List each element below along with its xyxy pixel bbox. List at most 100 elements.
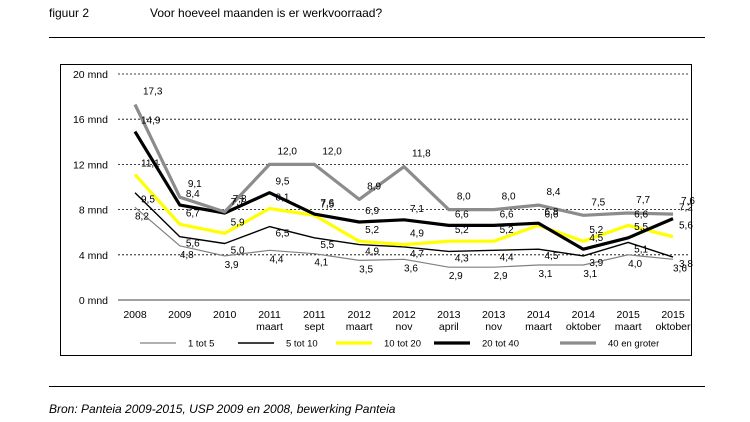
data-label: 8,2 (135, 211, 149, 222)
data-label: 3,1 (583, 269, 597, 280)
data-label: 5,2 (500, 225, 514, 236)
y-tick-label: 12 mnd (73, 159, 108, 171)
data-label: 7,5 (591, 197, 605, 208)
data-label: 3,9 (589, 258, 603, 269)
data-label: 5,5 (634, 222, 648, 233)
data-label: 9,1 (188, 179, 202, 190)
data-label: 5,2 (455, 225, 469, 236)
y-tick-label: 0 mnd (79, 295, 108, 307)
data-label: 8,9 (367, 181, 381, 192)
x-tick-label-sub: nov (485, 321, 503, 333)
data-label: 6,6 (455, 209, 469, 220)
data-label: 6,6 (634, 209, 648, 220)
series-line-1 (134, 206, 674, 268)
data-label: 3,1 (539, 269, 553, 280)
y-tick-label: 20 mnd (73, 69, 108, 81)
x-tick-label-sub: oktober (655, 321, 691, 333)
data-label: 8,4 (186, 189, 200, 200)
data-label: 8,1 (276, 192, 290, 203)
data-label: 4,5 (589, 233, 603, 244)
y-tick-label: 8 mnd (79, 205, 108, 217)
legend-label: 5 tot 10 (286, 339, 318, 350)
data-label: 7,8 (233, 194, 247, 205)
data-label: 5,9 (231, 217, 245, 228)
data-label: 7,5 (320, 199, 334, 210)
data-label: 4,0 (628, 259, 642, 270)
legend-label: 20 tot 40 (482, 339, 519, 350)
data-label: 3,8 (679, 259, 693, 270)
x-tick-label-sub: maart (615, 321, 642, 333)
data-label: 7,1 (410, 204, 424, 215)
data-label: 8,0 (502, 192, 516, 203)
data-label: 4,1 (314, 258, 328, 269)
data-label: 4,9 (410, 229, 424, 240)
data-label: 6,6 (545, 209, 559, 220)
data-label: 7,6 (681, 196, 695, 207)
data-label: 11,8 (412, 149, 431, 160)
data-label: 12,0 (278, 146, 298, 157)
data-label: 3,6 (673, 263, 687, 274)
data-label: 7,7 (636, 195, 650, 206)
x-tick-label: 2011 (258, 309, 281, 321)
x-tick-label-sub: maart (525, 321, 552, 333)
x-tick-label-sub: sept (304, 321, 324, 333)
x-tick-label: 2009 (168, 309, 192, 321)
data-label: 4,3 (455, 253, 469, 264)
data-label: 5,6 (186, 239, 200, 250)
bottom-rule (49, 386, 705, 387)
data-label: 3,6 (404, 263, 418, 274)
x-tick-label-sub: maart (346, 321, 373, 333)
top-rule (49, 37, 705, 38)
data-label: 3,9 (225, 260, 239, 271)
x-tick-label-sub: maart (256, 321, 283, 333)
x-tick-label-sub: nov (396, 321, 414, 333)
data-label: 8,4 (547, 187, 561, 198)
x-tick-label: 2015 (661, 309, 685, 321)
x-tick-label: 2014 (527, 309, 551, 321)
data-label: 17,3 (143, 87, 163, 98)
x-tick-label: 2013 (437, 309, 461, 321)
x-tick-label: 2014 (572, 309, 596, 321)
data-label: 6,7 (186, 208, 200, 219)
data-label: 6,9 (365, 206, 379, 217)
x-tick-label: 2010 (213, 309, 237, 321)
data-label: 7,6 (320, 198, 334, 209)
legend-label: 1 tot 5 (188, 339, 214, 350)
data-label: 7,7 (231, 197, 245, 208)
x-tick-label: 2012 (347, 309, 371, 321)
legend-label: 10 tot 20 (384, 339, 421, 350)
data-label: 4,4 (500, 252, 514, 263)
y-tick-label: 4 mnd (79, 250, 108, 262)
data-label: 4,5 (545, 251, 559, 262)
figure-label: figuur 2 (49, 6, 90, 20)
data-label: 9,5 (276, 177, 290, 188)
source-note: Bron: Panteia 2009-2015, USP 2009 en 200… (49, 402, 396, 416)
data-label: 2,9 (449, 271, 463, 282)
x-tick-label-sub: april (439, 321, 459, 333)
series-line-3 (133, 173, 674, 247)
x-tick-label: 2012 (392, 309, 416, 321)
x-tick-label: 2011 (303, 309, 326, 321)
x-tick-label: 2013 (482, 309, 506, 321)
data-label: 4,8 (180, 250, 194, 261)
data-label: 11,1 (141, 159, 160, 170)
chart-frame (60, 64, 692, 356)
x-tick-label-sub: oktober (566, 321, 602, 333)
data-label: 6,5 (276, 229, 290, 240)
data-label: 9,5 (141, 195, 155, 206)
data-label: 5,0 (231, 246, 245, 257)
data-label: 4,7 (410, 249, 424, 260)
data-label: 4,4 (270, 254, 284, 265)
data-label: 5,2 (365, 225, 379, 236)
data-label: 7,2 (679, 203, 693, 214)
data-label: 2,9 (494, 271, 508, 282)
data-label: 4,9 (365, 247, 379, 258)
x-tick-label: 2008 (123, 309, 147, 321)
x-tick-label: 2015 (616, 309, 640, 321)
data-label: 6,6 (500, 209, 514, 220)
legend-label: 40 en groter (608, 339, 659, 350)
data-label: 5,5 (320, 240, 334, 251)
figure-title: Voor hoeveel maanden is er werkvoorraad? (150, 6, 383, 20)
data-label: 14,9 (141, 116, 161, 127)
